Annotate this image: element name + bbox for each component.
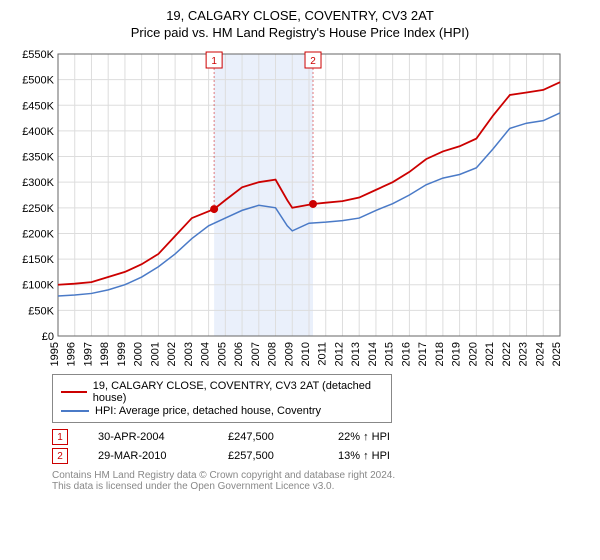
svg-text:£200K: £200K (22, 228, 54, 240)
legend-box: 19, CALGARY CLOSE, COVENTRY, CV3 2AT (de… (52, 374, 392, 423)
svg-text:2018: 2018 (434, 342, 446, 366)
svg-text:£50K: £50K (28, 305, 54, 317)
svg-text:1997: 1997 (82, 342, 94, 366)
svg-text:2025: 2025 (551, 342, 563, 366)
svg-text:2006: 2006 (233, 342, 245, 366)
chart-title: 19, CALGARY CLOSE, COVENTRY, CV3 2AT (12, 8, 588, 23)
marker-number-icon: 1 (52, 429, 68, 445)
legend-item: HPI: Average price, detached house, Cove… (61, 405, 383, 417)
svg-text:1998: 1998 (99, 342, 111, 366)
svg-text:2001: 2001 (149, 342, 161, 366)
line-chart-svg: £0 £50K £100K £150K £200K £250K £300K £350K £400… (12, 46, 568, 366)
chart-subtitle: Price paid vs. HM Land Registry's House … (12, 25, 588, 40)
chart-container: 19, CALGARY CLOSE, COVENTRY, CV3 2AT Pri… (0, 0, 600, 496)
marker-table: 1 30-APR-2004 £247,500 22% ↑ HPI 2 29-MA… (52, 429, 588, 464)
svg-text:2004: 2004 (200, 342, 212, 366)
marker-date: 30-APR-2004 (98, 431, 198, 443)
svg-text:2: 2 (310, 56, 316, 67)
svg-text:£500K: £500K (22, 75, 54, 87)
svg-text:2020: 2020 (467, 342, 479, 366)
svg-text:2017: 2017 (417, 342, 429, 366)
svg-text:£150K: £150K (22, 254, 54, 266)
marker-row: 1 30-APR-2004 £247,500 22% ↑ HPI (52, 429, 588, 445)
svg-text:2013: 2013 (350, 342, 362, 366)
svg-text:2019: 2019 (451, 342, 463, 366)
svg-text:1: 1 (211, 56, 217, 67)
svg-text:2003: 2003 (183, 342, 195, 366)
svg-text:2002: 2002 (166, 342, 178, 366)
legend-item: 19, CALGARY CLOSE, COVENTRY, CV3 2AT (de… (61, 380, 383, 404)
svg-text:2022: 2022 (501, 342, 513, 366)
svg-text:1999: 1999 (116, 342, 128, 366)
svg-text:2008: 2008 (267, 342, 279, 366)
svg-text:2012: 2012 (333, 342, 345, 366)
footer-line: This data is licensed under the Open Gov… (52, 481, 588, 492)
svg-text:£450K: £450K (22, 100, 54, 112)
svg-text:2014: 2014 (367, 342, 379, 366)
svg-text:1995: 1995 (49, 342, 61, 366)
legend-label: HPI: Average price, detached house, Cove… (95, 405, 321, 417)
chart-plot-area: £0 £50K £100K £150K £200K £250K £300K £350K £400… (12, 46, 588, 366)
svg-text:£100K: £100K (22, 280, 54, 292)
marker-row: 2 29-MAR-2010 £257,500 13% ↑ HPI (52, 448, 588, 464)
legend-swatch-icon (61, 391, 87, 393)
legend-swatch-icon (61, 410, 89, 412)
svg-text:£350K: £350K (22, 152, 54, 164)
footer-attribution: Contains HM Land Registry data © Crown c… (52, 470, 588, 492)
svg-text:2016: 2016 (400, 342, 412, 366)
svg-text:£250K: £250K (22, 203, 54, 215)
svg-text:2021: 2021 (484, 342, 496, 366)
footer-line: Contains HM Land Registry data © Crown c… (52, 470, 588, 481)
svg-text:£0: £0 (42, 331, 54, 343)
svg-text:£400K: £400K (22, 126, 54, 138)
svg-text:2007: 2007 (250, 342, 262, 366)
marker-date: 29-MAR-2010 (98, 450, 198, 462)
svg-text:2011: 2011 (317, 342, 329, 366)
svg-text:2024: 2024 (534, 342, 546, 366)
marker-price: £247,500 (228, 431, 308, 443)
marker-number-icon: 2 (52, 448, 68, 464)
svg-text:2010: 2010 (300, 342, 312, 366)
svg-text:£550K: £550K (22, 49, 54, 61)
marker-price: £257,500 (228, 450, 308, 462)
svg-text:2015: 2015 (384, 342, 396, 366)
svg-text:£300K: £300K (22, 177, 54, 189)
svg-text:2023: 2023 (518, 342, 530, 366)
legend-label: 19, CALGARY CLOSE, COVENTRY, CV3 2AT (de… (93, 380, 383, 404)
marker-pct: 22% ↑ HPI (338, 431, 418, 443)
svg-text:2000: 2000 (133, 342, 145, 366)
marker-pct: 13% ↑ HPI (338, 450, 418, 462)
svg-text:2009: 2009 (283, 342, 295, 366)
svg-text:2005: 2005 (216, 342, 228, 366)
svg-text:1996: 1996 (66, 342, 78, 366)
